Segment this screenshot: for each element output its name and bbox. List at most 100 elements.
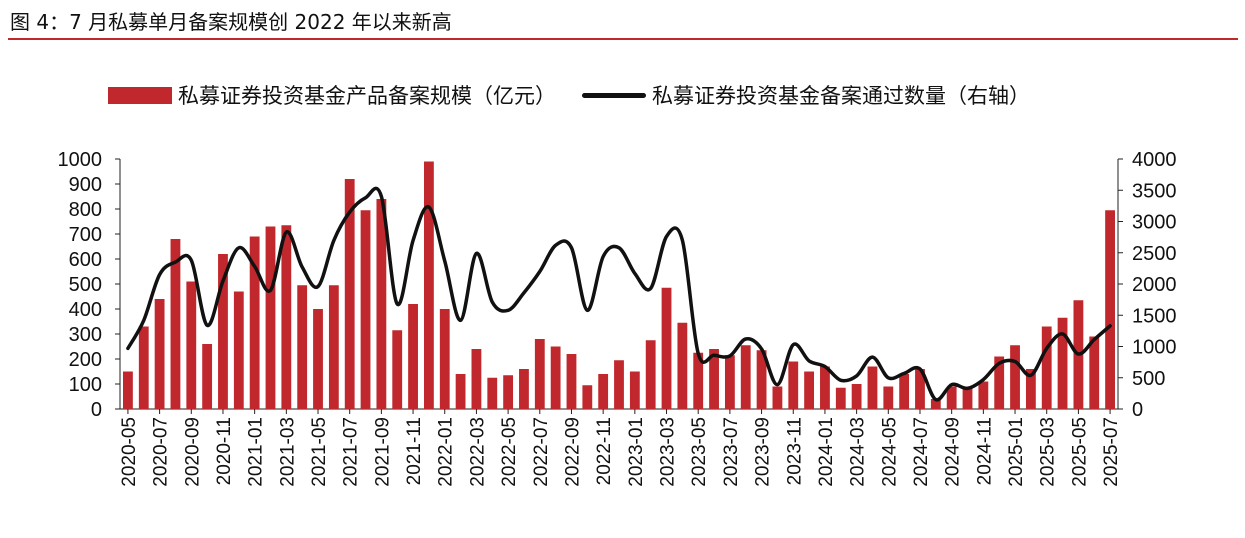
bar-2021-08 — [360, 210, 371, 409]
x-tick-label: 2023-09 — [753, 417, 774, 487]
bar-2024-06 — [899, 374, 910, 409]
y-right-tick-label: 1500 — [1132, 305, 1177, 327]
bar-2024-12 — [994, 356, 1005, 409]
bar-2023-03 — [661, 287, 672, 409]
bar-2022-11 — [598, 374, 609, 409]
bar-2025-03 — [1041, 326, 1052, 409]
bar-2024-04 — [867, 366, 878, 409]
y-left-tick-label: 800 — [69, 199, 102, 221]
x-tick-label: 2022-11 — [594, 417, 615, 485]
bar-2021-03 — [281, 225, 292, 409]
bar-2020-05 — [123, 371, 133, 409]
bar-2024-08 — [930, 399, 941, 409]
x-tick-label: 2023-07 — [721, 417, 742, 487]
bar-2020-11 — [218, 254, 228, 409]
bar-2022-09 — [566, 354, 577, 409]
y-left-tick-label: 900 — [69, 174, 102, 196]
bar-2022-02 — [455, 374, 466, 409]
bar-2022-04 — [487, 377, 498, 409]
bar-2023-05 — [693, 352, 704, 409]
y-left-tick-label: 200 — [69, 349, 102, 371]
bar-2022-01 — [439, 309, 450, 409]
bar-2021-10 — [392, 330, 403, 409]
x-tick-label: 2025-07 — [1101, 417, 1122, 487]
y-left-tick-label: 300 — [69, 324, 102, 346]
x-tick-label: 2022-01 — [436, 417, 457, 487]
bar-2021-05 — [313, 309, 323, 409]
bar-2020-12 — [233, 291, 244, 409]
x-tick-label: 2022-07 — [531, 417, 552, 487]
x-tick-label: 2022-09 — [562, 417, 583, 487]
x-tick-label: 2023-11 — [784, 417, 805, 485]
bar-2021-01 — [249, 236, 260, 409]
bar-2020-07 — [154, 299, 165, 409]
legend-bar-swatch — [108, 86, 172, 104]
x-tick-label: 2022-05 — [499, 417, 520, 487]
bar-2023-07 — [724, 355, 735, 409]
bar-2023-04 — [677, 322, 688, 409]
bar-2023-08 — [740, 345, 751, 409]
bar-2024-09 — [946, 386, 957, 409]
bar-2023-09 — [756, 350, 767, 409]
legend-bar-label: 私募证券投资基金产品备案规模（亿元） — [178, 84, 556, 108]
bar-series-layer — [123, 161, 1115, 409]
line-series-layer — [126, 186, 1112, 402]
bar-2020-10 — [202, 344, 213, 409]
x-tick-label: 2021-05 — [309, 417, 330, 487]
x-tick-label: 2021-11 — [404, 417, 425, 485]
bar-2021-12 — [423, 161, 434, 409]
x-tick-label: 2023-05 — [689, 417, 710, 487]
y-left-tick-label: 700 — [69, 224, 102, 246]
y-right-tick-label: 3000 — [1132, 212, 1177, 234]
bar-2025-06 — [1089, 336, 1100, 409]
y-left-tick-label: 600 — [69, 249, 102, 271]
bar-2023-06 — [709, 349, 719, 409]
y-right-tick-label: 500 — [1132, 368, 1165, 390]
x-tick-label: 2021-01 — [246, 417, 267, 487]
bar-2024-11 — [978, 381, 989, 409]
bar-2022-07 — [534, 339, 545, 409]
y-left-tick-label: 1000 — [58, 149, 103, 171]
bar-2022-05 — [503, 375, 514, 409]
bar-2020-06 — [138, 326, 149, 409]
x-tick-label: 2024-11 — [974, 417, 995, 485]
bar-2021-11 — [408, 304, 418, 409]
y-left-tick-label: 500 — [69, 274, 102, 296]
x-tick-label: 2020-05 — [119, 417, 140, 487]
y-right-tick-label: 4000 — [1132, 149, 1177, 171]
bar-2025-02 — [1025, 369, 1036, 409]
bar-2025-07 — [1105, 210, 1115, 409]
bar-2023-02 — [645, 340, 656, 409]
title-divider — [8, 38, 1238, 40]
bar-2024-07 — [915, 369, 925, 409]
bar-2024-02 — [835, 387, 846, 409]
y-left-tick-label: 0 — [91, 399, 102, 421]
bar-2020-09 — [186, 281, 197, 409]
bar-2022-12 — [614, 360, 624, 409]
x-tick-label: 2025-03 — [1038, 417, 1059, 487]
chart-legend: 私募证券投资基金产品备案规模（亿元） 私募证券投资基金备案通过数量（右轴） — [108, 80, 1030, 110]
x-tick-label: 2021-07 — [341, 417, 362, 487]
bar-2023-11 — [788, 361, 799, 409]
bar-2024-05 — [883, 386, 894, 409]
bar-2021-07 — [344, 179, 355, 409]
y-right-tick-label: 2500 — [1132, 243, 1177, 265]
legend-line-swatch — [582, 92, 646, 98]
line-series-path — [126, 186, 1112, 402]
bar-2025-01 — [1010, 345, 1020, 409]
bar-2023-10 — [772, 386, 783, 409]
y-left-tick-label: 400 — [69, 299, 102, 321]
x-tick-label: 2020-09 — [182, 417, 203, 487]
bar-2021-02 — [265, 226, 276, 409]
bar-2021-06 — [328, 285, 339, 409]
x-tick-label: 2021-03 — [277, 417, 298, 487]
bar-2022-06 — [519, 369, 529, 409]
y-left-tick-label: 100 — [69, 374, 102, 396]
bar-2024-01 — [820, 366, 830, 409]
x-tick-label: 2020-11 — [214, 417, 235, 485]
tick-label-layer: 0 100 200 300 400 500 600 700 800 900 1000 0 500 1000… — [58, 149, 1177, 487]
x-tick-label: 2020-07 — [151, 417, 172, 487]
y-right-tick-label: 1000 — [1132, 337, 1177, 359]
y-right-tick-label: 2000 — [1132, 274, 1177, 296]
